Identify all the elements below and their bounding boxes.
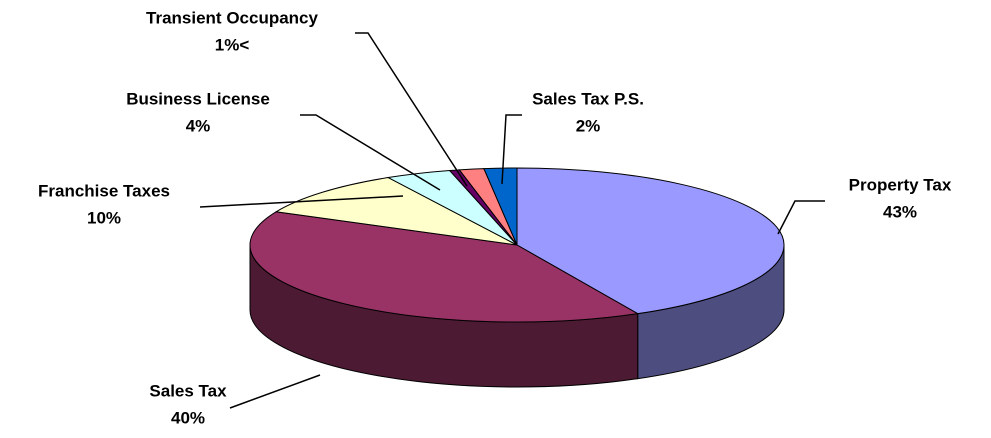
leader-line <box>777 200 825 235</box>
slice-label: Sales Tax <box>149 381 227 400</box>
leader-line <box>501 114 522 185</box>
slice <box>274 177 518 246</box>
slice-label: Business License <box>126 89 270 108</box>
slice <box>483 167 518 246</box>
slice-value-label: 4% <box>186 116 211 135</box>
leader-line <box>300 114 441 191</box>
leader-line <box>355 32 468 187</box>
slice-value-label: 43% <box>883 202 917 221</box>
slice-value-label: 40% <box>171 408 205 427</box>
slice-value-label: 2% <box>576 116 601 135</box>
slice-label: Sales Tax P.S. <box>532 89 644 108</box>
slice-label: Property Tax <box>849 175 952 194</box>
leader-line <box>199 195 404 208</box>
slice <box>516 167 785 315</box>
slice-value-label: 1%< <box>215 35 250 54</box>
slice-label: Transient Occupancy <box>146 8 318 27</box>
leader-line <box>229 374 321 409</box>
slice <box>249 211 640 323</box>
slice-value-label: 10% <box>87 208 121 227</box>
slice-label: Franchise Taxes <box>38 181 170 200</box>
